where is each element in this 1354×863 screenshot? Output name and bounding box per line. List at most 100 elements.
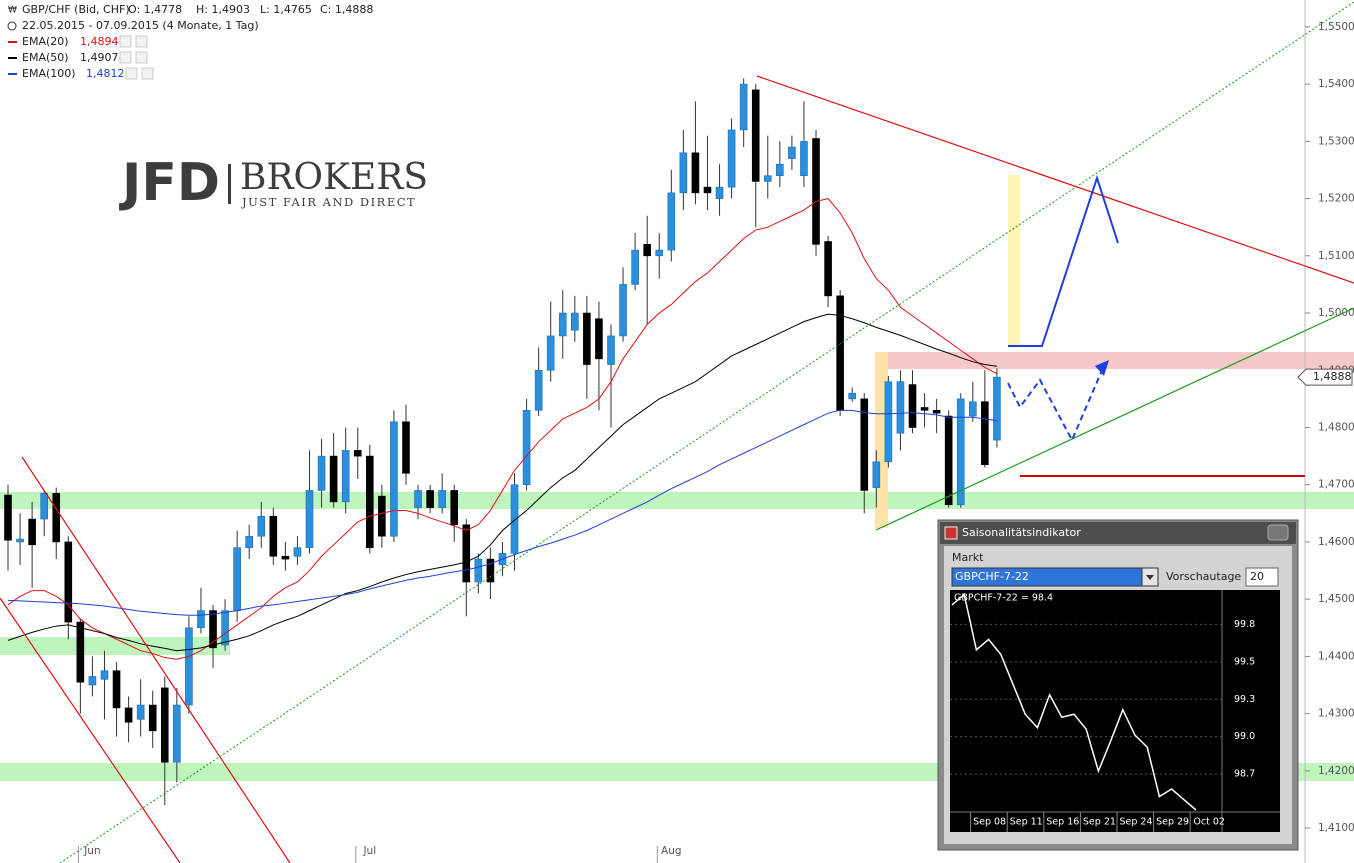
title-bar <box>940 522 1296 544</box>
x-tick-label: Sep 16 <box>1046 817 1079 828</box>
y-tick-label: 99.0 <box>1234 731 1255 742</box>
candle-body <box>28 518 36 546</box>
candle-body <box>920 407 929 411</box>
candle-body <box>571 312 579 331</box>
candle-body <box>763 175 772 182</box>
candle-body <box>221 610 229 646</box>
legend-value: 1,4812 <box>86 67 125 80</box>
candle-body <box>703 186 712 194</box>
x-tick-label: Sep 29 <box>1156 817 1189 828</box>
candle-body <box>76 621 85 683</box>
candle-body <box>245 535 253 548</box>
candle-body <box>872 461 881 488</box>
candle-body <box>643 244 651 257</box>
y-tick-label: 99.5 <box>1234 656 1255 667</box>
candle-body <box>727 129 736 188</box>
y-tick-label: 1,4400 <box>1318 650 1354 662</box>
ema-line <box>7 198 998 660</box>
legend-button <box>135 35 148 48</box>
candle-body <box>88 676 97 686</box>
candle-body <box>679 152 688 194</box>
period: 22.05.2015 - 07.09.2015 (4 Monate, 1 Tag… <box>22 19 259 32</box>
legend-button <box>135 51 148 64</box>
candle-body <box>583 312 591 365</box>
y-tick-label: 1,5100 <box>1318 250 1354 262</box>
y-tick-label: 1,4200 <box>1318 765 1354 777</box>
dropdown-arrow <box>1146 575 1154 580</box>
candle-body <box>185 627 193 706</box>
candle-body <box>486 558 495 583</box>
trend-line <box>756 75 1354 284</box>
candle-body <box>776 163 784 176</box>
candle-body <box>884 381 893 463</box>
projection <box>1008 174 1119 347</box>
y-tick-label: 99.3 <box>1234 694 1255 705</box>
candle-body <box>124 707 133 723</box>
candle-body <box>438 490 446 508</box>
candle-body <box>981 401 989 465</box>
trend-line <box>21 456 291 863</box>
candle-body <box>378 495 386 537</box>
candle-body <box>16 538 24 543</box>
candle-body <box>160 687 169 763</box>
candle-body <box>619 284 627 337</box>
candle-body <box>52 493 61 543</box>
legend-value: 1,4907 <box>80 51 119 64</box>
y-tick-label: 1,5300 <box>1318 135 1354 147</box>
forecast-input[interactable] <box>1245 567 1279 587</box>
header: ₩ GBP/CHF (Bid, CHF) O: 1,4778 H: 1,4903… <box>7 3 373 80</box>
forecast-value: 20 <box>1250 570 1264 583</box>
candle-body <box>968 401 977 417</box>
y-tick-label: 99.8 <box>1234 619 1255 630</box>
y-tick-label: 1,4300 <box>1318 708 1354 720</box>
arrow-head <box>1095 360 1109 376</box>
x-tick-label: Jun <box>83 845 100 857</box>
ema-line <box>7 313 997 652</box>
plot-background <box>950 590 1280 832</box>
highlight-bar <box>1008 175 1020 345</box>
plot <box>4 78 1001 806</box>
candle-body <box>341 450 350 503</box>
candle-body <box>100 670 109 680</box>
candle-body <box>558 312 567 337</box>
legend-button <box>141 67 154 80</box>
x-tick-label: Aug <box>661 845 682 857</box>
candle-body <box>112 670 121 709</box>
candle-body <box>414 490 422 508</box>
icon: ₩ <box>8 6 17 16</box>
price-tag-box <box>1297 368 1353 386</box>
candle-body <box>317 455 326 491</box>
candle-body <box>788 146 796 159</box>
logo: JFD BROKERS JUST FAIR AND DIRECT <box>119 153 428 213</box>
candle-body <box>148 704 157 732</box>
chart-title: GBP/CHF (Bid, CHF) <box>22 3 130 16</box>
x-tick-label: Sep 08 <box>973 817 1006 828</box>
candle-body <box>173 704 181 763</box>
candle-body <box>607 335 615 365</box>
candle-body <box>510 484 519 554</box>
candle-body <box>269 515 278 557</box>
legend-button <box>119 51 132 64</box>
candle-body <box>462 524 471 583</box>
candle-body <box>595 318 603 360</box>
projection <box>1007 367 1104 443</box>
x-tick-label: Sep 11 <box>1010 817 1043 828</box>
support-zone <box>0 637 230 655</box>
close-button[interactable] <box>1267 524 1289 541</box>
y-tick-label: 1,4700 <box>1318 479 1354 491</box>
x-tick-label: Jul <box>362 845 376 857</box>
legend-value: 1,4894 <box>80 35 119 48</box>
window-icon[interactable] <box>944 526 958 540</box>
field-label: Vorschautage <box>1166 570 1241 583</box>
candle-body <box>739 83 748 131</box>
field-label: Markt <box>952 551 984 564</box>
logo-text: JFD <box>119 153 220 213</box>
candle-body <box>860 398 869 491</box>
candle-body <box>691 152 700 194</box>
candle-body <box>197 610 205 629</box>
y-tick-label: 1,5500 <box>1318 21 1354 33</box>
candle-body <box>932 410 941 414</box>
ema-line <box>7 409 997 616</box>
